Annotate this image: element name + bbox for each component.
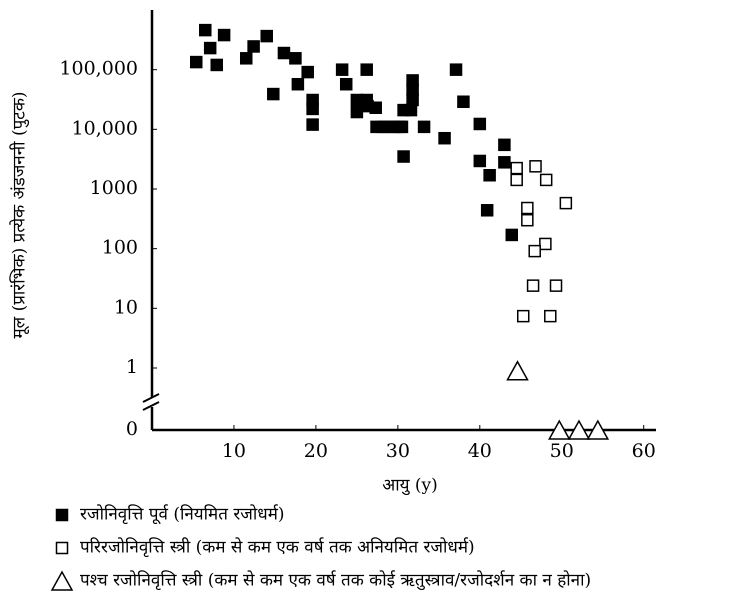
point	[559, 196, 573, 210]
point	[277, 46, 291, 60]
point	[510, 173, 523, 187]
point	[548, 419, 571, 440]
point	[239, 52, 253, 65]
point	[567, 419, 591, 440]
y-tick-label: 0	[126, 418, 138, 440]
x-tick-label: 40	[468, 440, 492, 462]
point	[289, 52, 302, 65]
point	[203, 41, 217, 55]
legend-marker	[55, 508, 69, 522]
point	[544, 309, 557, 323]
axis-break	[142, 393, 160, 403]
point	[539, 173, 553, 187]
legend-marker	[50, 570, 74, 591]
point	[528, 244, 541, 258]
axis-break-gap	[144, 397, 160, 407]
y-tick-label: 1000	[90, 177, 138, 199]
point	[473, 154, 487, 168]
point	[449, 63, 463, 76]
y-tick-label: 10	[114, 296, 138, 318]
x-tick-label: 10	[222, 440, 246, 462]
point	[369, 101, 382, 115]
point	[360, 63, 373, 76]
legend-label: परिरजोनिवृत्ति स्त्री (कम से कम एक वर्ष …	[80, 537, 475, 558]
x-tick-label: 20	[304, 440, 328, 462]
point	[521, 213, 534, 227]
point	[199, 23, 212, 37]
point	[406, 93, 419, 107]
point	[521, 201, 534, 215]
y-axis-label: मूल (प्रारंभिक) प्रत्येक अंडजननी (पुटक)	[9, 91, 30, 338]
point	[417, 120, 431, 134]
y-tick-label: 1	[126, 356, 138, 378]
point	[335, 63, 349, 76]
y-tick-label: 100	[102, 237, 138, 259]
point	[483, 168, 496, 182]
point	[526, 279, 540, 292]
point	[505, 228, 519, 242]
point	[516, 309, 530, 323]
x-tick-label: 60	[632, 440, 656, 462]
point	[506, 360, 529, 381]
point	[397, 150, 410, 163]
point	[339, 77, 353, 91]
point	[395, 120, 409, 134]
point	[457, 95, 470, 108]
point	[267, 87, 280, 101]
point	[247, 40, 260, 53]
legend-label: रजोनिवृत्ति पूर्व (नियमित रजोधर्म)	[80, 504, 285, 525]
point	[498, 156, 511, 169]
point	[350, 105, 364, 119]
point	[510, 161, 523, 175]
point	[438, 131, 451, 145]
point	[217, 28, 231, 42]
point	[306, 102, 319, 116]
point	[306, 118, 319, 131]
x-tick-label: 30	[386, 440, 410, 462]
point	[473, 117, 487, 131]
point	[190, 55, 203, 69]
point	[480, 204, 494, 217]
x-axis-label: आयु (y)	[382, 476, 438, 496]
point	[498, 138, 511, 152]
point	[291, 77, 305, 91]
legend-label: पश्च रजोनिवृत्ति स्त्री (कम से कम एक वर्…	[80, 570, 591, 591]
point	[529, 160, 542, 173]
y-tick-label: 10,000	[72, 117, 138, 139]
point	[539, 237, 552, 251]
x-tick-label: 50	[550, 440, 574, 462]
point	[301, 65, 314, 79]
point	[586, 419, 610, 440]
point	[549, 279, 563, 292]
legend-marker	[55, 541, 69, 555]
point	[406, 83, 419, 97]
point	[260, 29, 273, 43]
axis-break	[142, 401, 160, 411]
y-tick-label: 100,000	[59, 58, 138, 80]
point	[210, 58, 223, 72]
